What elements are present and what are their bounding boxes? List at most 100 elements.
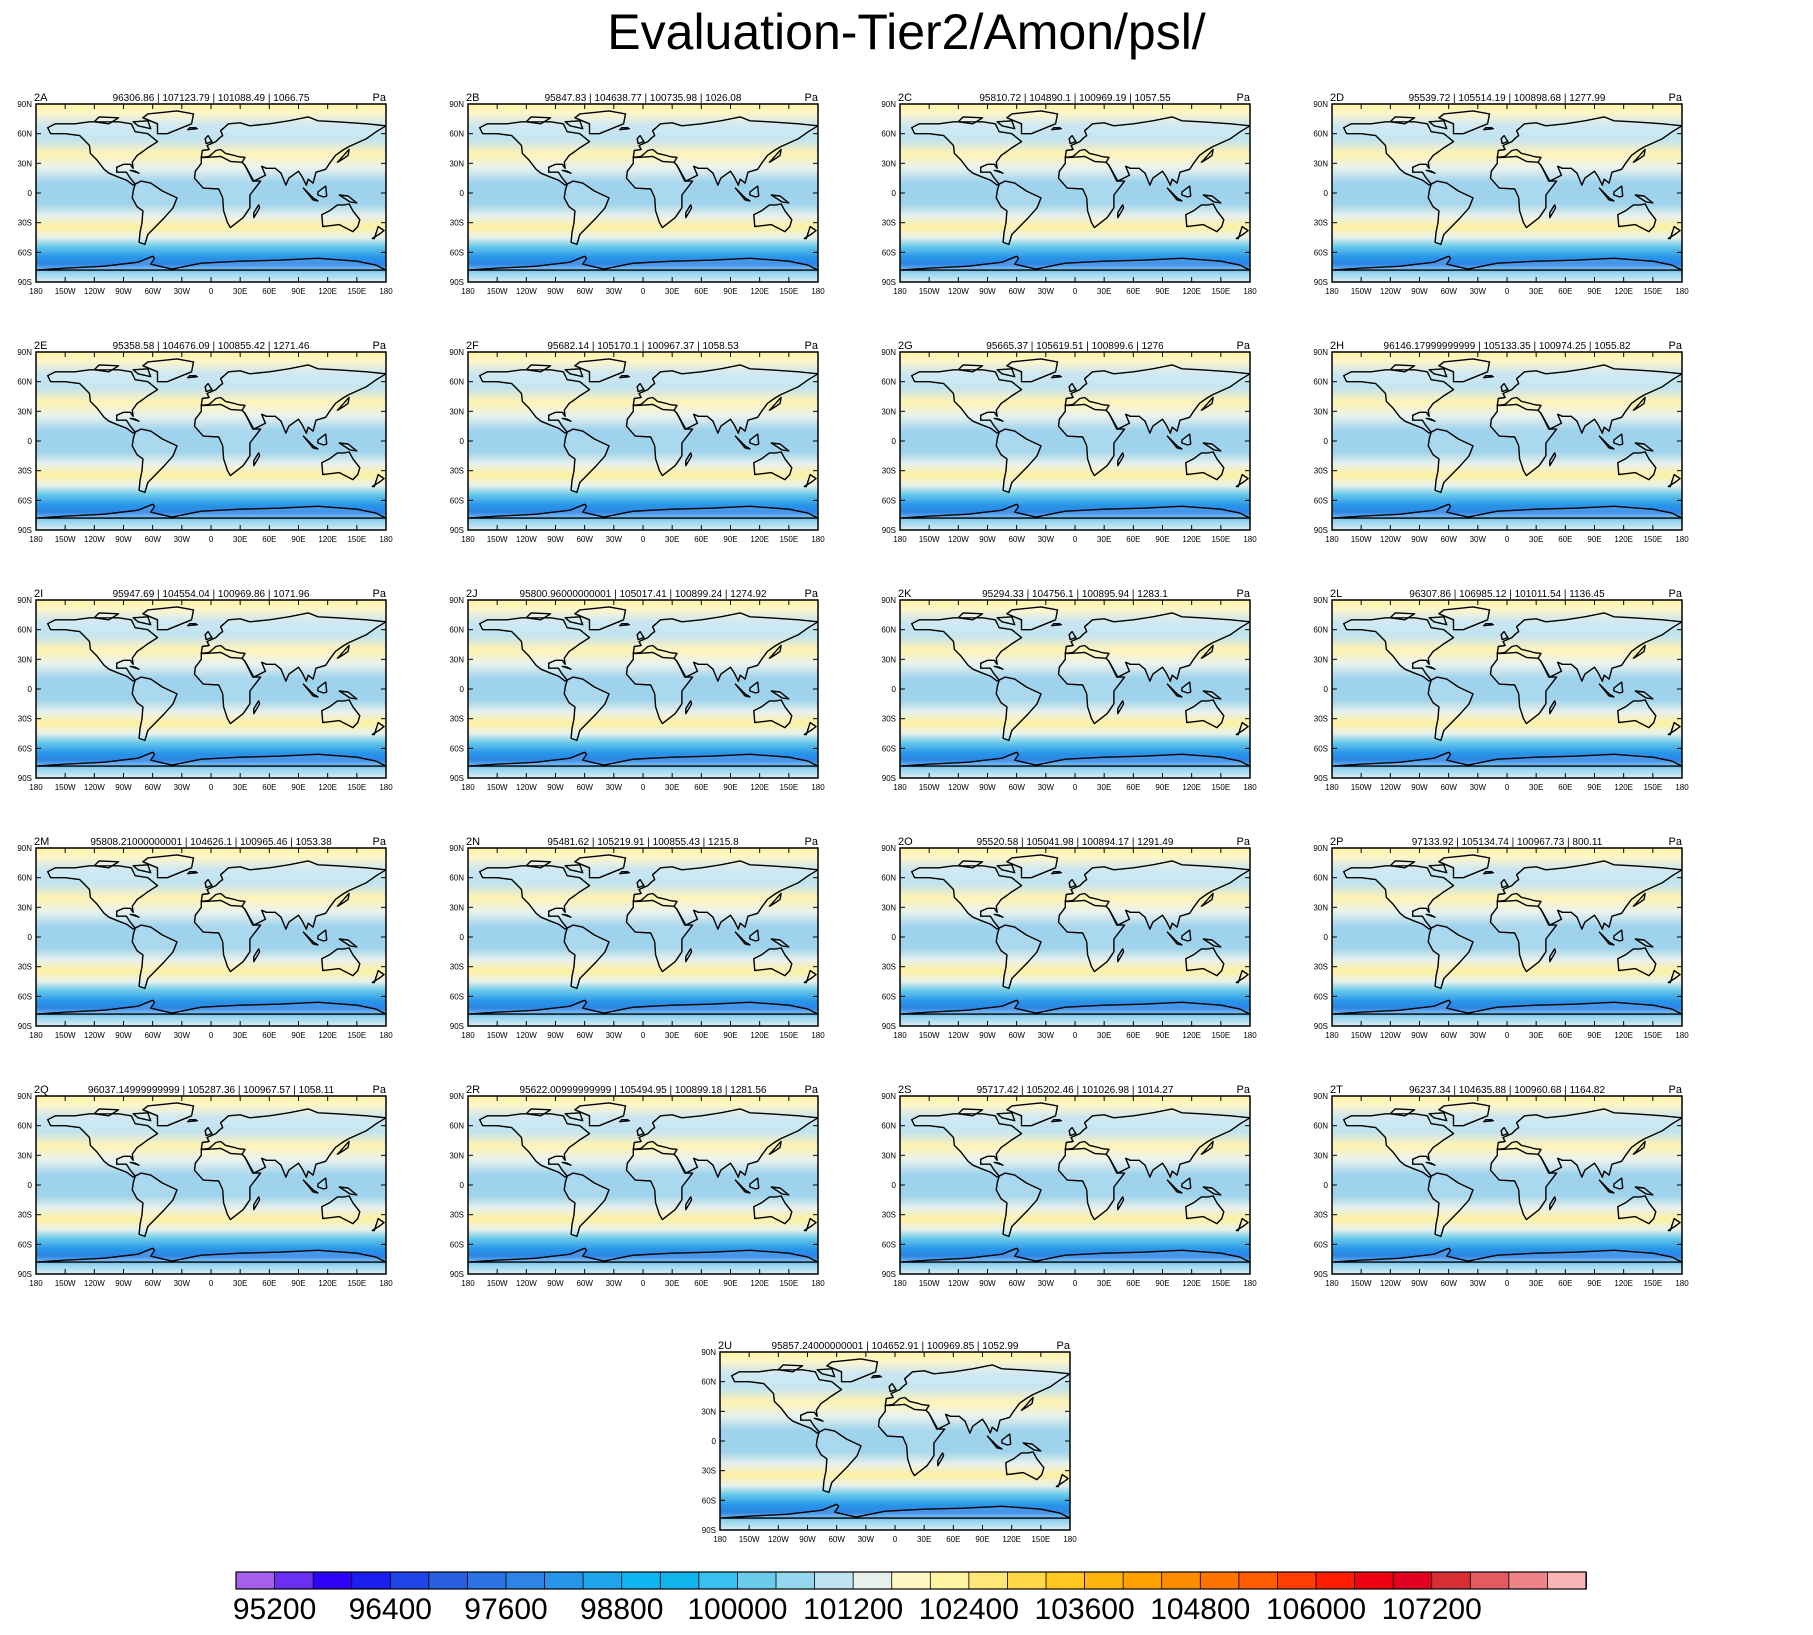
y-tick-label: 0 <box>28 437 33 446</box>
panel-unit-label: Pa <box>805 1084 819 1096</box>
y-tick-label: 0 <box>28 933 33 942</box>
coastline <box>1064 1108 1251 1178</box>
coastline <box>957 116 984 125</box>
coastline <box>996 616 1016 626</box>
coastline <box>995 676 1042 742</box>
coastline <box>1200 396 1214 411</box>
panel-unit-label: Pa <box>1237 588 1251 600</box>
x-tick-label: 150E <box>1211 1279 1230 1288</box>
coastline <box>1667 721 1681 736</box>
coastline <box>770 690 790 700</box>
x-tick-label: 30W <box>1470 1031 1487 1040</box>
y-tick-label: 90N <box>881 844 896 853</box>
coastline <box>193 155 262 229</box>
map-svg: 2J 95800.96000000001 | 105017.41 | 100899… <box>449 588 825 792</box>
coastline <box>132 616 152 626</box>
x-tick-label: 180 <box>893 1279 907 1288</box>
coastline <box>1389 612 1416 621</box>
coastline <box>1496 364 1683 434</box>
x-tick-label: 90W <box>115 1031 132 1040</box>
x-tick-label: 0 <box>1505 535 1510 544</box>
x-tick-label: 60W <box>1008 535 1025 544</box>
panel-stats-label: 95520.58 | 105041.98 | 100894.17 | 1291.… <box>977 837 1174 848</box>
coastline <box>47 121 159 186</box>
y-tick-label: 60S <box>450 248 464 257</box>
x-tick-label: 150W <box>487 783 508 792</box>
panel-stats-label: 96146.17999999999 | 105133.35 | 100974.2… <box>1384 341 1631 352</box>
panel-unit-label: Pa <box>1669 340 1683 352</box>
x-tick-label: 0 <box>1505 287 1510 296</box>
y-tick-label: 90N <box>17 100 32 109</box>
y-tick-label: 30N <box>1313 1151 1328 1160</box>
coastline <box>993 913 1004 918</box>
x-tick-label: 120W <box>1380 535 1401 544</box>
pressure-field <box>36 1096 386 1274</box>
coastline <box>1051 375 1063 379</box>
x-tick-label: 30E <box>1529 287 1543 296</box>
x-tick-label: 60W <box>144 1031 161 1040</box>
x-tick-label: 150W <box>487 287 508 296</box>
x-tick-label: 30W <box>1470 535 1487 544</box>
x-tick-label: 0 <box>209 535 214 544</box>
coastline <box>777 1364 804 1373</box>
coastline <box>47 1113 159 1178</box>
coastline <box>1202 442 1222 452</box>
x-tick-label: 90E <box>1155 783 1169 792</box>
colorbar-swatch <box>929 1571 970 1590</box>
x-tick-label: 180 <box>1243 1031 1257 1040</box>
coastline <box>336 396 350 411</box>
pressure-field <box>468 352 818 530</box>
x-tick-label: 0 <box>1505 1031 1510 1040</box>
colorbar-swatch <box>737 1571 777 1590</box>
map-svg: 2C 95810.72 | 104890.1 | 100969.19 | 1057… <box>881 92 1257 296</box>
pressure-field <box>36 352 386 530</box>
coastline <box>636 382 645 393</box>
y-tick-label: 60S <box>1314 248 1328 257</box>
x-tick-label: 180 <box>461 287 475 296</box>
x-tick-label: 120E <box>318 783 337 792</box>
x-tick-label: 150W <box>487 535 508 544</box>
coastline <box>1181 929 1192 942</box>
x-tick-label: 180 <box>1675 1279 1689 1288</box>
x-tick-label: 60E <box>1126 1279 1140 1288</box>
coastline <box>253 1196 261 1211</box>
x-tick-label: 120E <box>1002 1535 1021 1544</box>
x-tick-label: 90W <box>979 783 996 792</box>
y-tick-label: 90S <box>1314 1270 1328 1279</box>
coastline <box>803 721 817 736</box>
coastline <box>625 899 694 973</box>
x-tick-label: 30E <box>233 287 247 296</box>
map-panel-2N: 2N 95481.62 | 105219.91 | 100855.43 | 121… <box>432 834 825 1066</box>
coastline <box>1006 1102 1059 1127</box>
coastline <box>1235 969 1249 984</box>
coastline <box>1425 169 1436 174</box>
coastline <box>561 1161 572 1166</box>
x-tick-label: 120W <box>84 1279 105 1288</box>
panel-unit-label: Pa <box>805 588 819 600</box>
x-tick-label: 30W <box>1038 535 1055 544</box>
y-tick-label: 0 <box>892 437 897 446</box>
x-tick-label: 60W <box>576 783 593 792</box>
coastline <box>129 913 140 918</box>
pressure-field <box>36 848 386 1026</box>
coastline <box>996 864 1016 874</box>
coastline <box>321 203 361 233</box>
x-tick-label: 120E <box>750 535 769 544</box>
coastline <box>1331 503 1683 519</box>
coastline <box>1617 451 1657 481</box>
y-tick-label: 60N <box>701 1378 716 1387</box>
coastline <box>1489 155 1558 229</box>
coastline <box>1331 751 1683 767</box>
panel-unit-label: Pa <box>373 1084 387 1096</box>
coastline <box>625 651 694 725</box>
coastline <box>1166 683 1183 698</box>
x-tick-label: 90W <box>979 1279 996 1288</box>
pressure-field <box>468 600 818 778</box>
x-tick-label: 150E <box>779 1279 798 1288</box>
panel-stats-label: 95800.96000000001 | 105017.41 | 100899.2… <box>520 589 767 600</box>
y-tick-label: 90N <box>17 596 32 605</box>
coastline <box>479 1113 591 1178</box>
x-tick-label: 0 <box>893 1535 898 1544</box>
map-panel-2T: 2T 96237.34 | 104635.88 | 100960.68 | 116… <box>1296 1082 1689 1314</box>
coastline <box>1483 375 1495 379</box>
